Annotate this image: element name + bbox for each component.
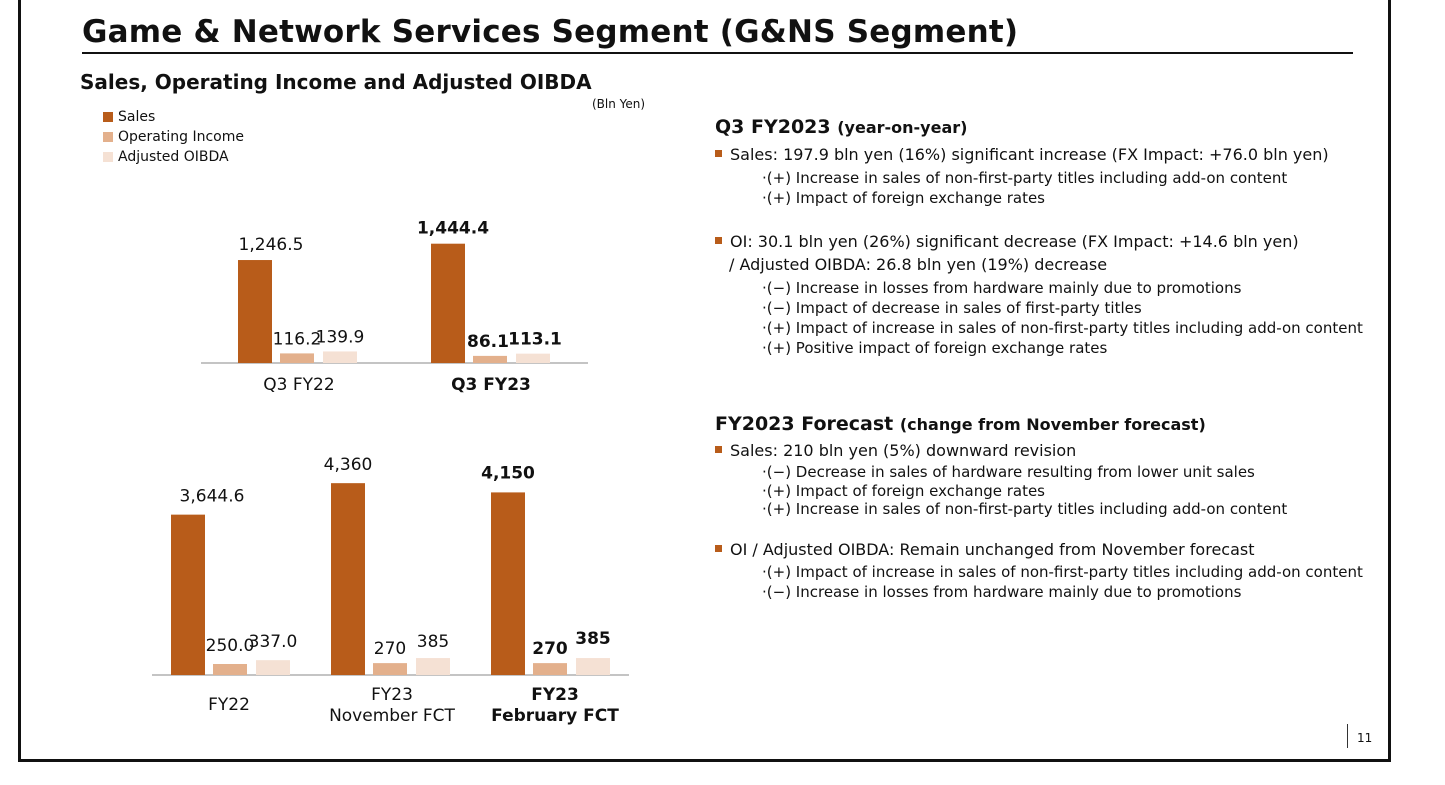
- data-label: 139.9: [316, 327, 365, 347]
- forecast-oi-line: OI / Adjusted OIBDA: Remain unchanged fr…: [715, 540, 1255, 559]
- bar-adjusted-oibda: [416, 658, 450, 675]
- bar-adjusted-oibda: [576, 658, 610, 675]
- data-label: 116.2: [273, 329, 322, 349]
- category-label: FY23: [531, 685, 579, 705]
- category-label: Q3 FY22: [263, 375, 334, 395]
- forecast-heading-sub: (change from November forecast): [899, 415, 1206, 434]
- bar-adjusted-oibda: [323, 351, 357, 363]
- legend-label: Operating Income: [118, 129, 244, 145]
- bar-sales: [171, 514, 205, 675]
- category-label: FY22: [208, 695, 250, 715]
- forecast-oi-point: ·(+) Impact of increase in sales of non-…: [762, 563, 1363, 581]
- forecast-oi-point: ·(−) Increase in losses from hardware ma…: [762, 583, 1242, 601]
- q3-oi-text: OI: 30.1 bln yen (26%) significant decre…: [730, 232, 1299, 251]
- data-label: 4,360: [324, 455, 373, 475]
- bar-sales: [238, 260, 272, 363]
- q3-oi-point: ·(−) Increase in losses from hardware ma…: [762, 279, 1242, 297]
- data-label: 113.1: [508, 330, 562, 350]
- category-label: FY23: [371, 685, 413, 705]
- forecast-heading-main: FY2023 Forecast: [715, 413, 894, 435]
- q3-sales-text: Sales: 197.9 bln yen (16%) significant i…: [730, 145, 1329, 164]
- forecast-sales-line: Sales: 210 bln yen (5%) downward revisio…: [715, 441, 1076, 460]
- legend-swatch-sales: [103, 112, 113, 122]
- page-number: 11: [1357, 731, 1373, 745]
- data-label: 250.0: [206, 636, 255, 656]
- data-label: 337.0: [249, 632, 298, 652]
- bar-operating-income: [280, 353, 314, 363]
- bar-sales: [491, 492, 525, 675]
- legend-item-operating-income: Operating Income: [103, 127, 244, 147]
- forecast-heading: FY2023 Forecast (change from November fo…: [715, 413, 1206, 435]
- bullet-square-icon: [715, 237, 722, 244]
- page-title: Game & Network Services Segment (G&NS Se…: [82, 14, 1019, 50]
- legend-label: Sales: [118, 109, 156, 125]
- q3-sales-line: Sales: 197.9 bln yen (16%) significant i…: [715, 145, 1329, 164]
- data-label: 3,644.6: [180, 487, 245, 507]
- bullet-square-icon: [715, 150, 722, 157]
- category-label: February FCT: [491, 706, 619, 726]
- data-label: 385: [575, 629, 611, 649]
- data-label: 1,246.5: [239, 235, 304, 255]
- category-label: November FCT: [329, 706, 455, 726]
- bullet-square-icon: [715, 545, 722, 552]
- forecast-sales-text: Sales: 210 bln yen (5%) downward revisio…: [730, 441, 1077, 460]
- data-label: 385: [417, 632, 449, 652]
- bar-sales: [331, 483, 365, 675]
- data-label: 1,444.4: [417, 219, 489, 239]
- q3-oibda-line: / Adjusted OIBDA: 26.8 bln yen (19%) dec…: [729, 255, 1108, 274]
- chart-subtitle: Sales, Operating Income and Adjusted OIB…: [80, 70, 592, 94]
- q3-sales-point: ·(+) Increase in sales of non-first-part…: [762, 169, 1288, 187]
- bar-sales: [431, 243, 465, 363]
- chart-legend: Sales Operating Income Adjusted OIBDA: [103, 107, 244, 167]
- forecast-oi-text: OI / Adjusted OIBDA: Remain unchanged fr…: [730, 540, 1255, 559]
- data-label: 270: [532, 639, 568, 659]
- bar-adjusted-oibda: [256, 660, 290, 675]
- slide-frame: [18, 0, 1391, 762]
- forecast-sales-point: ·(+) Increase in sales of non-first-part…: [762, 500, 1288, 518]
- category-label: Q3 FY23: [451, 375, 531, 395]
- legend-label: Adjusted OIBDA: [118, 149, 229, 165]
- legend-swatch-operating-income: [103, 132, 113, 142]
- q3-heading: Q3 FY2023 (year-on-year): [715, 116, 967, 138]
- q3-heading-main: Q3 FY2023: [715, 116, 831, 138]
- page-number-divider: [1347, 724, 1348, 748]
- legend-item-sales: Sales: [103, 107, 244, 127]
- forecast-sales-point: ·(+) Impact of foreign exchange rates: [762, 482, 1046, 500]
- bar-adjusted-oibda: [516, 353, 550, 363]
- bar-operating-income: [473, 355, 507, 363]
- unit-note: (Bln Yen): [592, 97, 646, 111]
- title-divider: [82, 52, 1353, 54]
- legend-item-adjusted-oibda: Adjusted OIBDA: [103, 147, 244, 167]
- data-label: 270: [374, 639, 406, 659]
- bullet-square-icon: [715, 446, 722, 453]
- data-label: 86.1: [467, 332, 509, 352]
- legend-swatch-adjusted-oibda: [103, 152, 113, 162]
- data-label: 4,150: [481, 463, 535, 483]
- bar-operating-income: [533, 663, 567, 675]
- q3-oi-line: OI: 30.1 bln yen (26%) significant decre…: [715, 232, 1299, 251]
- q3-sales-point: ·(+) Impact of foreign exchange rates: [762, 189, 1046, 207]
- q3-oi-point: ·(+) Positive impact of foreign exchange…: [762, 339, 1108, 357]
- bar-operating-income: [213, 664, 247, 675]
- q3-oi-point: ·(−) Impact of decrease in sales of firs…: [762, 299, 1142, 317]
- forecast-sales-point: ·(−) Decrease in sales of hardware resul…: [762, 463, 1255, 481]
- q3-oi-point: ·(+) Impact of increase in sales of non-…: [762, 319, 1363, 337]
- bar-operating-income: [373, 663, 407, 675]
- q3-heading-sub: (year-on-year): [837, 118, 968, 137]
